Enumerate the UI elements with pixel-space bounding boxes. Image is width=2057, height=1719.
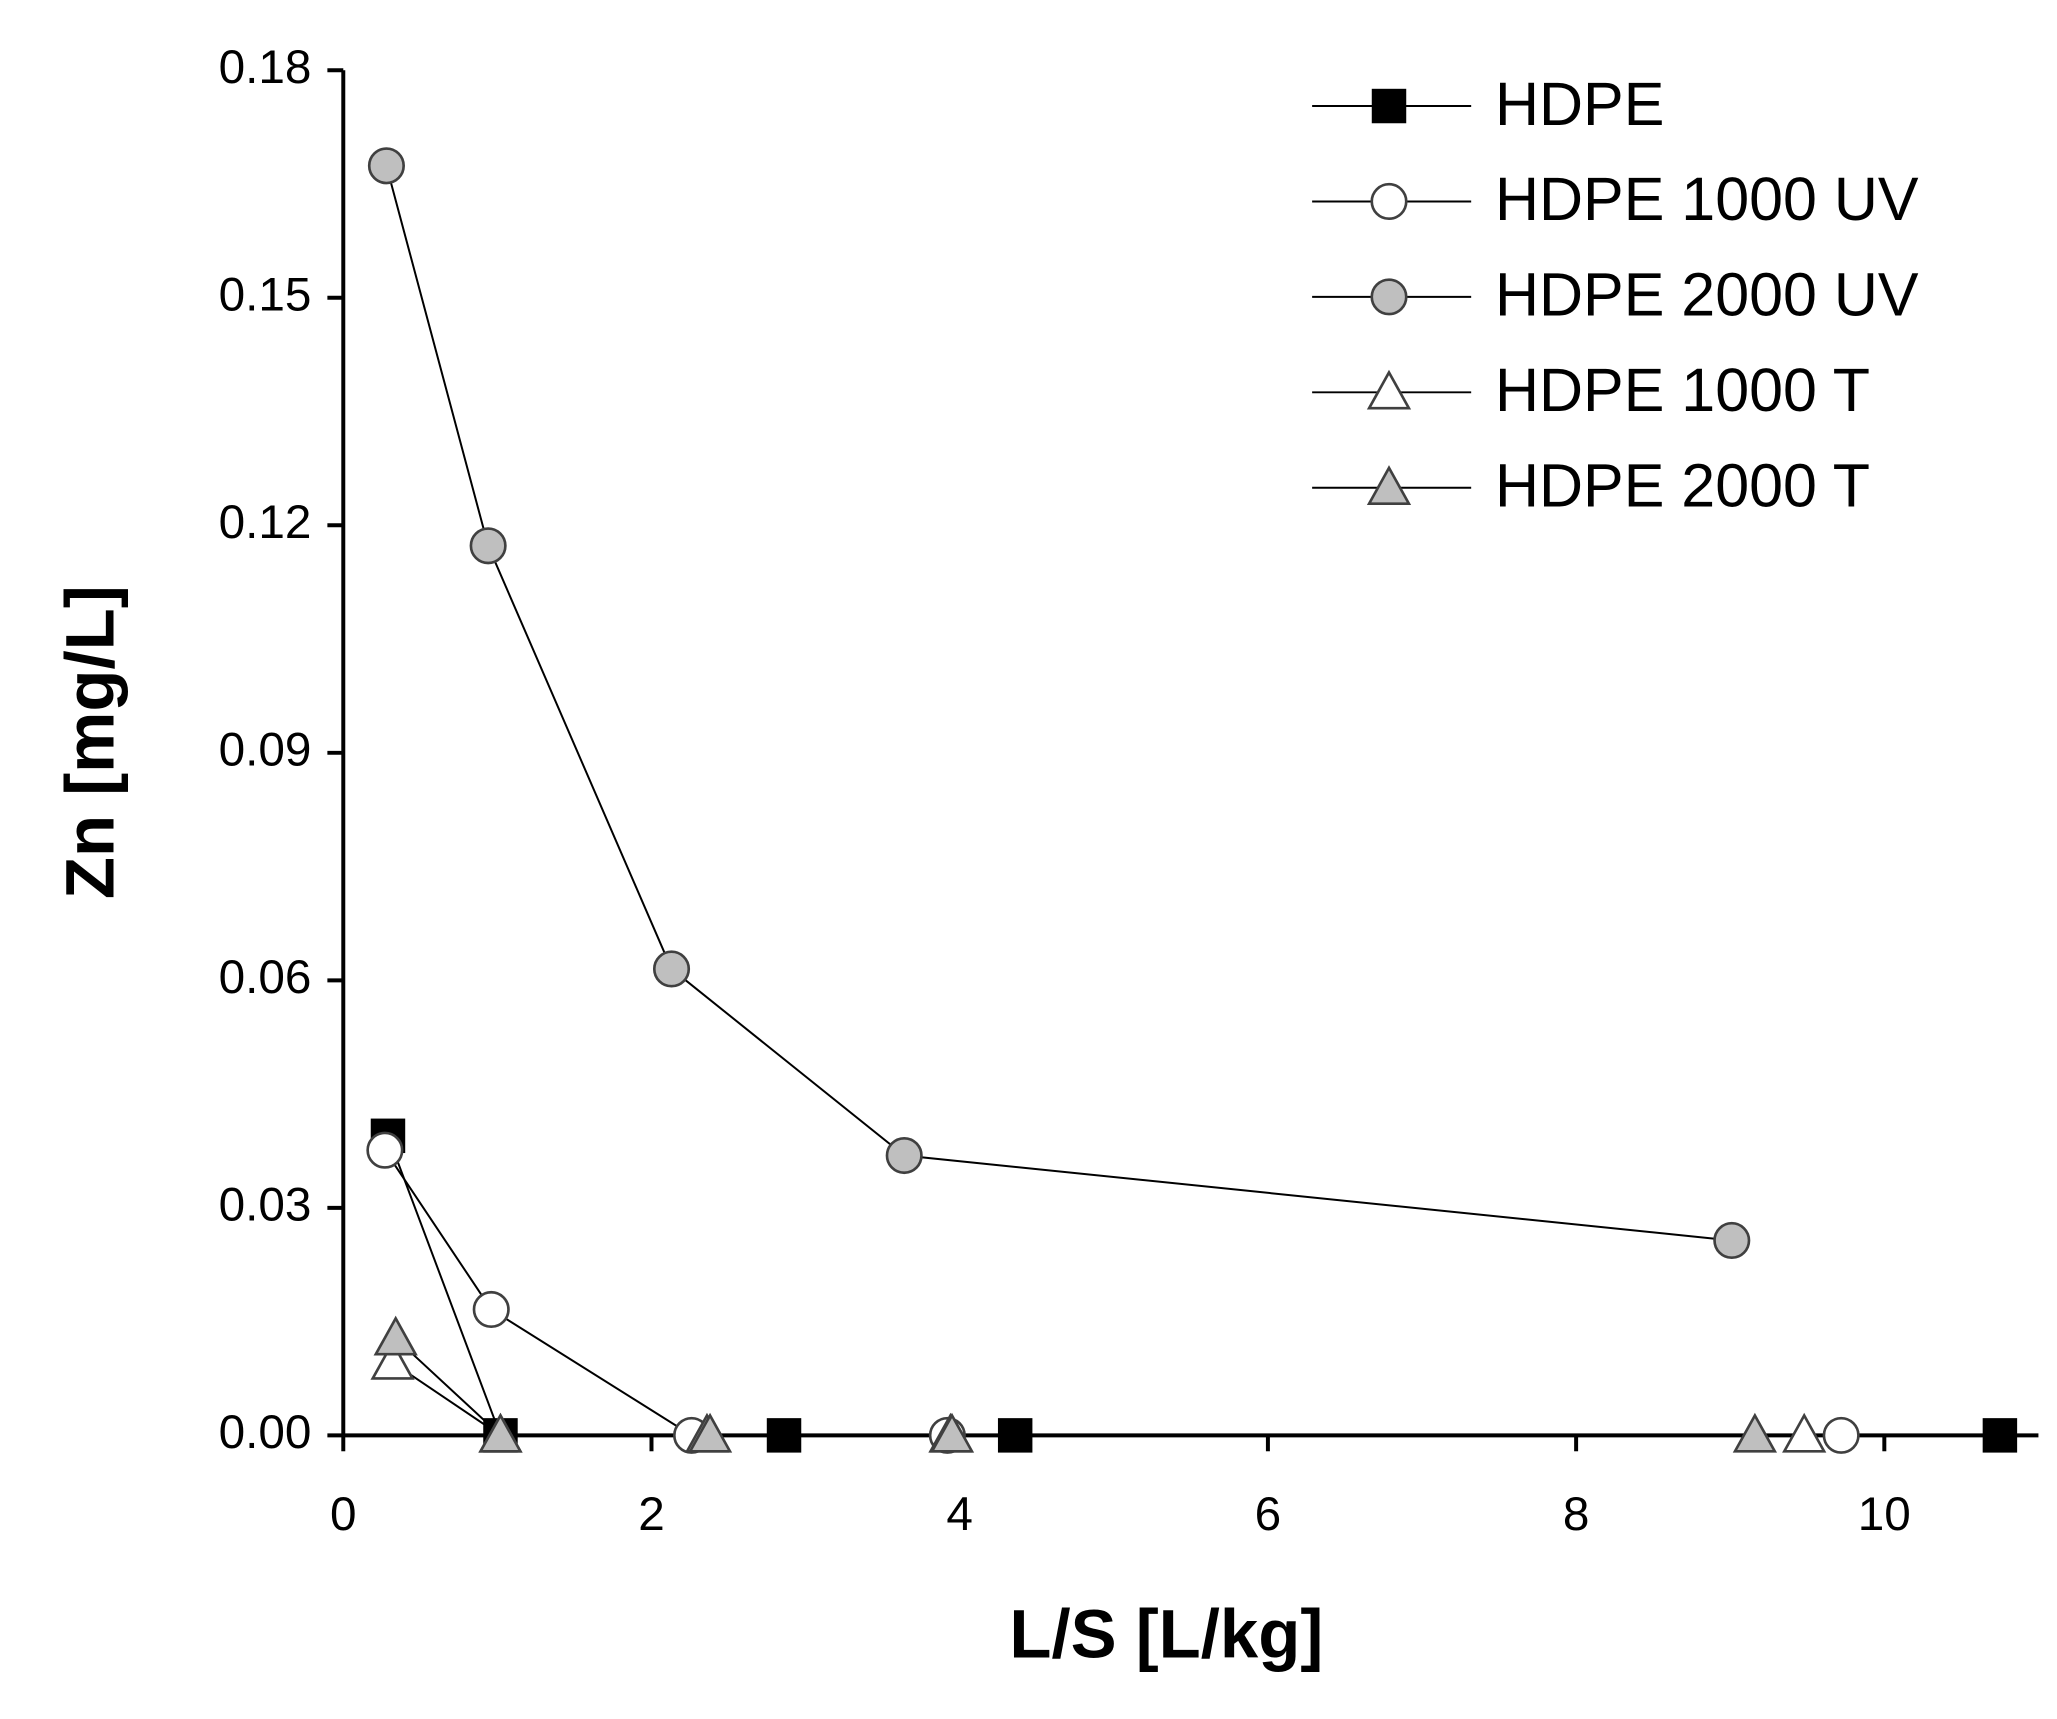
legend-marker <box>1371 88 1407 124</box>
legend-marker <box>1370 182 1408 221</box>
data-point <box>1732 1412 1778 1453</box>
data-point <box>885 1136 923 1175</box>
data-point <box>652 950 691 988</box>
data-point <box>370 1339 415 1380</box>
data-point <box>373 1315 418 1356</box>
data-point <box>929 1412 975 1453</box>
x-tick-label: 10 <box>1858 1488 1911 1541</box>
data-point <box>1822 1416 1860 1454</box>
x-tick-label: 4 <box>946 1488 973 1541</box>
series-line <box>387 1135 2000 1437</box>
x-tick-label: 6 <box>1255 1488 1282 1541</box>
x-tick-label: 8 <box>1563 1488 1590 1541</box>
y-tick-label: 0.00 <box>219 1406 312 1459</box>
data-point <box>367 147 405 185</box>
y-tick-label: 0.06 <box>219 951 312 1004</box>
y-tick-label: 0.12 <box>219 496 312 549</box>
y-tick-label: 0.09 <box>219 723 312 776</box>
legend-label: HDPE 2000 UV <box>1495 261 1919 329</box>
legend-label: HDPE <box>1495 70 1664 138</box>
data-point <box>1982 1418 2018 1453</box>
data-point <box>472 1290 510 1329</box>
y-tick-label: 0.15 <box>219 268 312 321</box>
y-axis-label: Zn [mg/L] <box>52 585 129 899</box>
data-point <box>997 1418 1033 1453</box>
data-point <box>1713 1221 1751 1260</box>
legend-marker <box>1366 465 1412 505</box>
y-tick-label: 0.18 <box>219 41 312 94</box>
legend-marker <box>1366 369 1412 410</box>
legend-label: HDPE 2000 T <box>1495 451 1870 519</box>
data-point <box>687 1412 733 1453</box>
data-point <box>366 1131 404 1169</box>
series-line <box>395 1337 1755 1437</box>
data-point <box>766 1418 802 1453</box>
data-point <box>469 527 507 565</box>
legend-label: HDPE 1000 T <box>1495 356 1870 424</box>
legend-marker <box>1370 278 1408 316</box>
data-point <box>1782 1412 1827 1453</box>
x-axis-label: L/S [L/kg] <box>1009 1596 1323 1673</box>
series-line <box>384 1149 1842 1437</box>
data-point <box>478 1412 523 1453</box>
series-line <box>392 1361 1805 1437</box>
x-tick-label: 2 <box>638 1488 665 1541</box>
x-tick-label: 0 <box>330 1488 357 1541</box>
y-tick-label: 0.03 <box>219 1178 312 1231</box>
legend-label: HDPE 1000 UV <box>1495 165 1919 233</box>
